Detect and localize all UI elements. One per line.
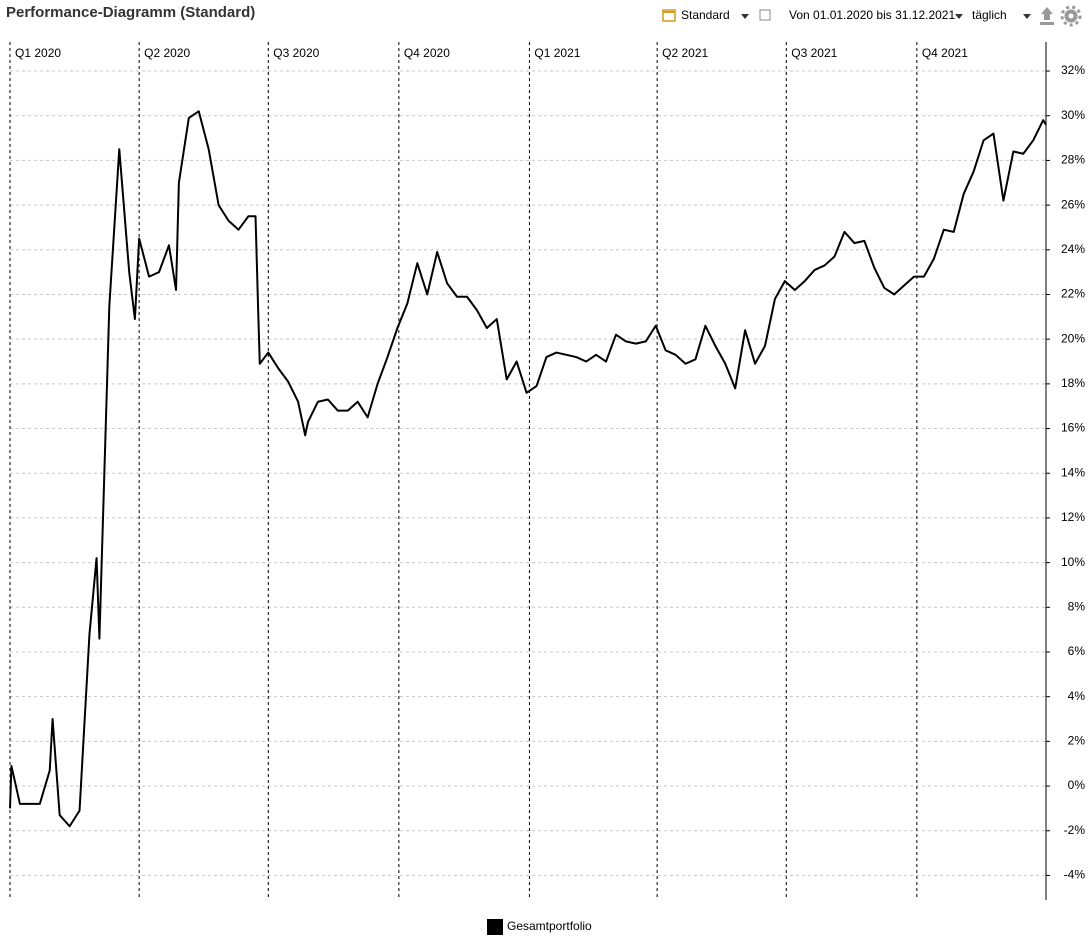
period-selector[interactable]: Von 01.01.2020 bis 31.12.2021 bbox=[789, 8, 955, 22]
period-dropdown-arrow[interactable] bbox=[955, 14, 963, 19]
y-tick-label: 22% bbox=[1061, 287, 1085, 301]
x-tick-label: Q2 2020 bbox=[144, 46, 190, 60]
y-tick-label: 4% bbox=[1068, 689, 1086, 703]
legend-label: Gesamtportfolio bbox=[507, 919, 592, 933]
interval-selector[interactable]: täglich bbox=[972, 8, 1007, 22]
legend-item: Gesamtportfolio bbox=[487, 919, 592, 935]
x-tick-label: Q3 2021 bbox=[791, 46, 837, 60]
x-tick-label: Q4 2020 bbox=[404, 46, 450, 60]
y-tick-label: -4% bbox=[1064, 868, 1086, 882]
y-tick-label: 30% bbox=[1061, 108, 1085, 122]
window-title: Performance-Diagramm (Standard) bbox=[6, 4, 255, 21]
calendar-icon[interactable] bbox=[662, 9, 676, 22]
x-tick-label: Q2 2021 bbox=[662, 46, 708, 60]
y-tick-label: 20% bbox=[1061, 331, 1085, 345]
x-tick-label: Q1 2020 bbox=[15, 46, 61, 60]
y-tick-label: 24% bbox=[1061, 242, 1085, 256]
toolbar: Standard Von 01.01.2020 bis 31.12.2021 t… bbox=[662, 5, 1082, 27]
gear-hole bbox=[1068, 13, 1074, 19]
y-tick-label: 14% bbox=[1061, 465, 1085, 479]
x-tick-label: Q1 2021 bbox=[534, 46, 580, 60]
export-icon[interactable] bbox=[1040, 7, 1054, 25]
y-tick-label: 28% bbox=[1061, 153, 1085, 167]
gear-teeth bbox=[1060, 5, 1082, 27]
view-dropdown-arrow[interactable] bbox=[741, 14, 749, 19]
y-tick-label: 18% bbox=[1061, 376, 1085, 390]
y-tick-label: 0% bbox=[1068, 778, 1086, 792]
y-tick-label: 16% bbox=[1061, 421, 1085, 435]
y-tick-label: 26% bbox=[1061, 197, 1085, 211]
interval-dropdown-arrow[interactable] bbox=[1023, 14, 1031, 19]
x-tick-label: Q4 2021 bbox=[922, 46, 968, 60]
y-tick-label: 8% bbox=[1068, 599, 1086, 613]
x-tick-label: Q3 2020 bbox=[273, 46, 319, 60]
series-line bbox=[9, 110, 1047, 828]
y-tick-label: 6% bbox=[1068, 644, 1086, 658]
reset-icon[interactable] bbox=[759, 9, 771, 21]
y-tick-label: 10% bbox=[1061, 555, 1085, 569]
y-tick-label: 12% bbox=[1061, 510, 1085, 524]
settings-icon[interactable] bbox=[1060, 5, 1082, 27]
y-tick-label: 32% bbox=[1061, 63, 1085, 77]
view-selector[interactable]: Standard bbox=[681, 8, 730, 22]
legend-swatch bbox=[487, 919, 503, 935]
y-tick-label: -2% bbox=[1064, 823, 1086, 837]
y-tick-label: 2% bbox=[1068, 734, 1086, 748]
